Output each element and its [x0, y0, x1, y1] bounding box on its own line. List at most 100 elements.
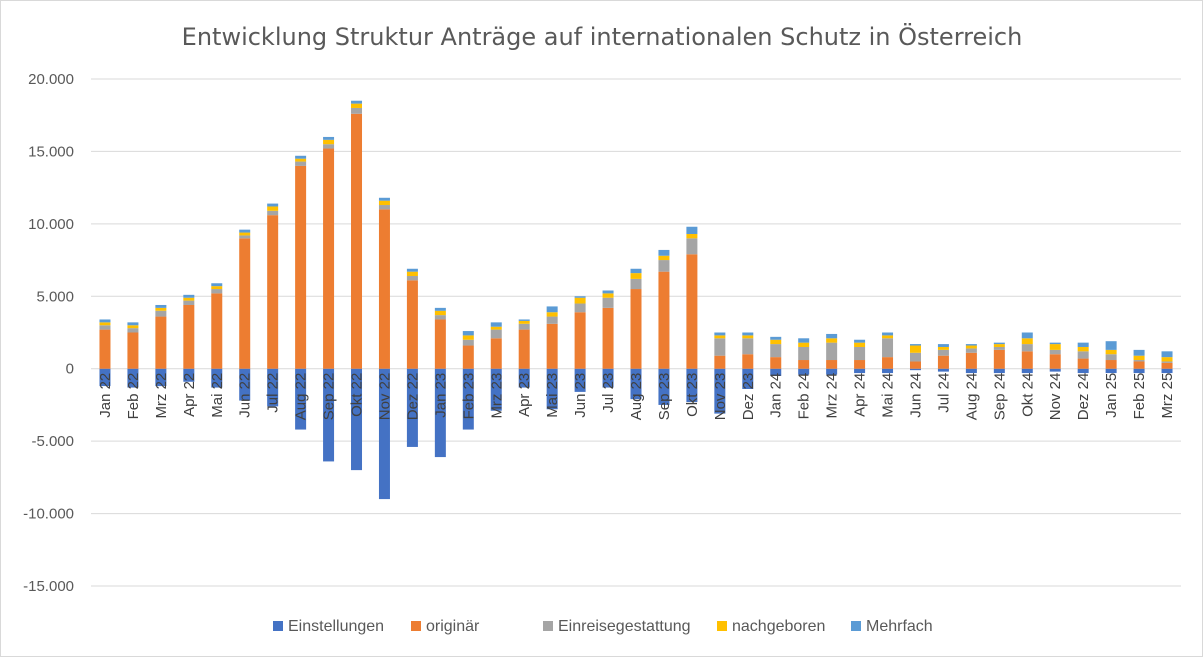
bar-segment [295, 161, 307, 166]
bar-segment [518, 319, 530, 321]
x-tick-label: Mai 22 [209, 373, 226, 418]
x-tick-label: Dez 22 [404, 373, 421, 421]
bar-segment [993, 346, 1005, 350]
bar-segment [462, 368, 474, 430]
bar-segment [630, 278, 642, 290]
bar-segment [183, 294, 195, 298]
bar-segment [826, 368, 838, 375]
bar-segment [267, 203, 279, 207]
bar-segment [1077, 342, 1089, 347]
bar-segment [99, 329, 111, 369]
bar-segment [993, 349, 1005, 369]
bar-segment [854, 360, 866, 369]
bar-segment [378, 205, 390, 210]
bar-segment [937, 355, 949, 369]
x-tick-label: Apr 22 [181, 373, 198, 417]
bar-segment [937, 368, 949, 372]
x-tick-label: Mrz 24 [824, 373, 841, 419]
bar-segment [267, 206, 279, 211]
bar-segment [127, 322, 139, 326]
bar-segment [742, 332, 754, 336]
y-tick-label: -15.000 [23, 578, 74, 595]
bar-segment [546, 306, 558, 313]
bar-segment [658, 368, 670, 405]
bar-segment [462, 345, 474, 369]
y-tick-label: -10.000 [23, 506, 74, 523]
x-tick-label: Mai 24 [880, 373, 897, 418]
bar-segment [239, 238, 251, 369]
bar-segment [211, 293, 223, 369]
x-tick-label: Mrz 23 [488, 373, 505, 419]
bar-segment [714, 355, 726, 369]
x-tick-label: Jul 23 [600, 373, 617, 413]
bar-segment [909, 345, 921, 353]
x-tick-label: Jun 22 [237, 373, 254, 418]
bar-segment [993, 344, 1005, 347]
bar-segment [490, 338, 502, 369]
bar-segment [937, 344, 949, 347]
bar-segment [630, 289, 642, 369]
bar-segment [1161, 368, 1173, 374]
x-tick-label: Jul 22 [265, 373, 282, 413]
bar-segment [351, 103, 363, 108]
x-tick-label: Feb 24 [796, 373, 813, 420]
bar-segment [770, 368, 782, 376]
bar-segment [546, 312, 558, 317]
x-tick-label: Nov 24 [1047, 373, 1064, 421]
bar-segment [770, 339, 782, 345]
y-tick-label: 0 [66, 361, 74, 378]
bar-segment [1021, 351, 1033, 369]
bar-segment [686, 254, 698, 369]
bar-segment [714, 332, 726, 336]
bar-segment [1105, 349, 1117, 355]
bar-segment [295, 165, 307, 369]
bar-segment [686, 233, 698, 239]
x-tick-label: Aug 23 [628, 373, 645, 421]
bar-segment [798, 360, 810, 369]
bar-segment [602, 307, 614, 369]
bar-segment [127, 332, 139, 369]
bar-segment [965, 368, 977, 374]
bar-segment [127, 368, 139, 388]
x-tick-label: Dez 24 [1075, 373, 1092, 421]
x-tick-label: Apr 23 [516, 373, 533, 417]
bar-segment [406, 280, 418, 369]
bar-segment [406, 368, 418, 447]
bar-segment [909, 368, 921, 371]
y-tick-label: 5.000 [36, 288, 74, 305]
bar-segment [798, 342, 810, 347]
bar-segment [378, 368, 390, 500]
bar-segment [351, 100, 363, 104]
bar-segment [1049, 342, 1061, 345]
bar-segment [99, 325, 111, 330]
bar-segment [1161, 361, 1173, 363]
bar-segment [909, 361, 921, 369]
y-tick-label: -5.000 [31, 433, 74, 450]
x-tick-label: Jan 23 [432, 373, 449, 418]
bar-segment [574, 303, 586, 313]
bar-segment [406, 268, 418, 272]
bar-segment [1133, 349, 1145, 356]
bar-segment [882, 335, 894, 339]
bar-segment [490, 329, 502, 339]
bar-segment [239, 232, 251, 236]
bar-segment [937, 349, 949, 356]
x-tick-label: Sep 24 [991, 373, 1008, 421]
x-tick-label: Jun 23 [572, 373, 589, 418]
bar-segment [965, 344, 977, 346]
bars [99, 100, 1173, 500]
bar-segment [574, 312, 586, 369]
bar-segment [1105, 360, 1117, 369]
bar-segment [351, 113, 363, 369]
bar-segment [1133, 360, 1145, 362]
bar-segment [211, 368, 223, 388]
bar-segment [1161, 351, 1173, 358]
bar-segment [1105, 341, 1117, 350]
x-tick-label: Aug 22 [293, 373, 310, 421]
chart-title: Entwicklung Struktur Anträge auf interna… [182, 22, 1023, 51]
legend-label: originär [426, 618, 480, 635]
bar-segment [183, 300, 195, 305]
x-tick-label: Feb 22 [125, 373, 142, 420]
bar-segment [714, 368, 726, 414]
